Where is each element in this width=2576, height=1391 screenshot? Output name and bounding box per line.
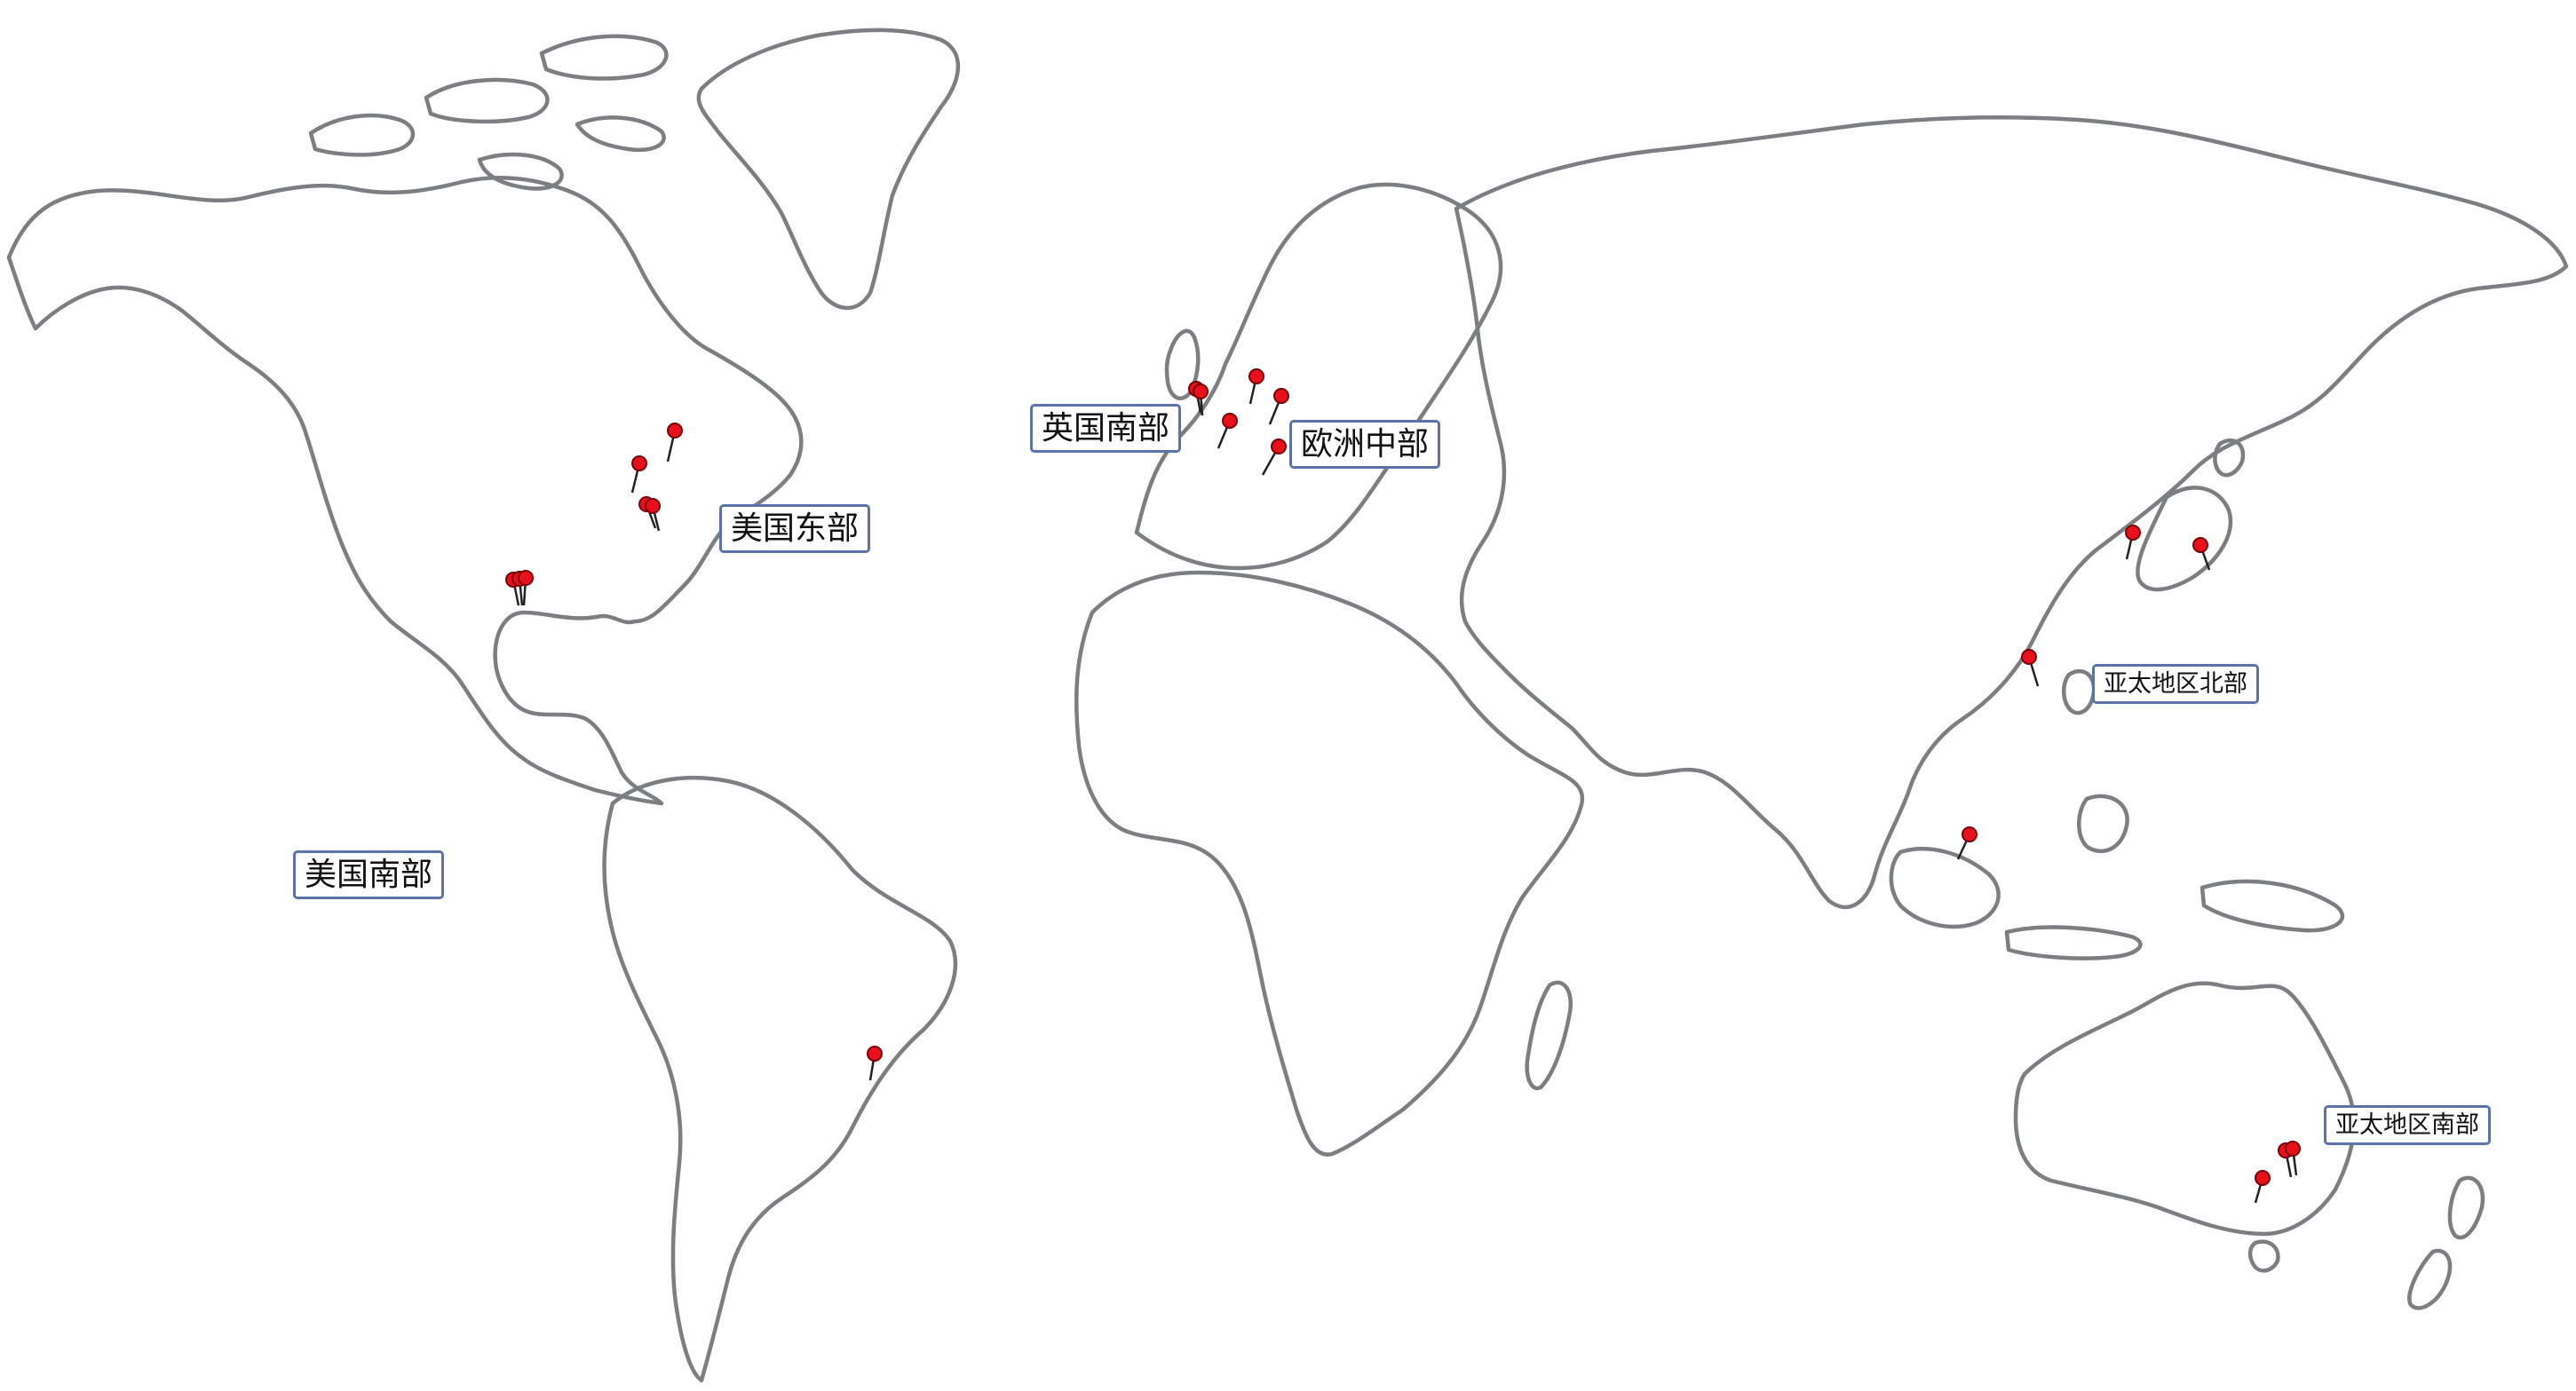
pin-head [631,455,647,471]
map-pin-icon[interactable] [1261,439,1287,476]
region-label-uk-south[interactable]: 英国南部 [1030,404,1182,454]
pin-head [2255,1170,2271,1186]
africa-outline [1074,570,1585,1157]
pin-head [1273,388,1289,404]
region-label-us-south[interactable]: 美国南部 [293,850,445,900]
japan-outline [2136,438,2246,592]
map-pin-icon[interactable] [2192,537,2211,571]
map-pin-icon[interactable] [2254,1170,2271,1204]
map-pin-icon[interactable] [2285,1141,2301,1176]
datacenter-pins [505,368,2301,1204]
map-pin-icon[interactable] [1217,413,1238,449]
map-pin-icon[interactable] [630,455,647,494]
europe-outline [1134,182,1503,571]
continent-outlines [6,28,2569,1383]
madagascar-outline [1525,980,1573,1091]
pin-head [1248,368,1264,384]
pin-head [645,498,661,514]
region-label-europe-central[interactable]: 欧洲中部 [1289,420,1441,470]
map-pin-icon[interactable] [666,423,683,462]
southeast-asia-islands-outline [1889,668,2345,960]
map-pin-icon[interactable] [645,498,661,532]
map-pin-icon[interactable] [867,1046,883,1081]
pin-head [1193,383,1209,399]
south-america-outline [602,775,958,1383]
map-pin-icon[interactable] [1268,388,1289,425]
asia-outline [1454,115,2569,910]
tasmania-outline [2247,1239,2280,1273]
pin-head [1271,439,1287,454]
north-america-outline [6,176,804,806]
map-pin-icon[interactable] [2125,525,2141,560]
pin-head [518,570,534,586]
map-pin-icon[interactable] [2021,649,2040,687]
map-pin-icon[interactable] [1248,368,1264,405]
map-pin-icon[interactable] [518,570,534,606]
greenland-outline [696,28,961,311]
pin-head [1962,826,1978,842]
pin-head [1222,413,1238,429]
map-pin-icon[interactable] [1193,383,1209,416]
arctic-islands-outline [308,34,669,191]
pin-head [2021,649,2037,665]
pin-head [667,423,683,439]
pin-head [2192,537,2208,553]
pin-head [2125,525,2141,541]
new-zealand-outline [2407,1175,2485,1310]
region-label-apac-south[interactable]: 亚太地区南部 [2324,1105,2491,1146]
australia-outline [2013,981,2357,1237]
map-pin-icon[interactable] [1956,826,1978,860]
pin-head [2285,1141,2301,1157]
pin-head [867,1046,883,1062]
region-label-apac-north[interactable]: 亚太地区北部 [2092,664,2259,705]
region-label-us-east[interactable]: 美国东部 [719,504,871,554]
